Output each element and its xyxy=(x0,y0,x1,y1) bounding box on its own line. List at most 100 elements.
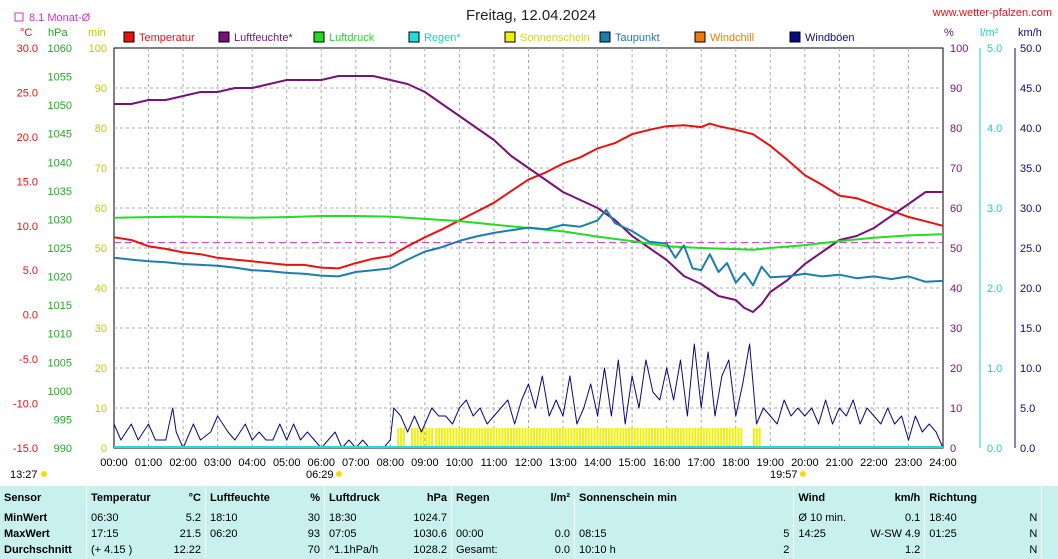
legend-label: Windchill xyxy=(710,32,754,44)
sunshine-bar xyxy=(464,428,466,448)
tick-label: 30 xyxy=(95,323,107,335)
sunshine-bar xyxy=(550,428,553,448)
sunshine-bar xyxy=(717,428,720,448)
stats-cell-w-time: 14:25 xyxy=(793,526,867,542)
unit-temp: °C xyxy=(20,27,32,39)
stats-cell-p-time: 18:30 xyxy=(324,510,403,526)
tick-label: 10.0 xyxy=(17,221,38,233)
temp-axis: 30.0 25.0 20.0 15.0 10.0 5.0 0.0 -5.0 -10.0 -15.0 xyxy=(13,43,38,455)
sunshine-bar xyxy=(668,428,671,448)
sunshine-bar xyxy=(478,428,481,448)
tick-label: -10.0 xyxy=(13,399,38,411)
stats-cell-p-val: 1030.6 xyxy=(413,528,447,540)
tick-label: 50.0 xyxy=(1020,43,1041,55)
sunshine-bar xyxy=(758,428,761,448)
tick-label: 2.0 xyxy=(987,283,1002,295)
tick-label: 40 xyxy=(95,283,107,295)
source-link[interactable]: www.wetter-pfalzen.com xyxy=(932,7,1052,19)
wind-axis: 50.0 45.0 40.0 35.0 30.0 25.0 20.0 15.0 10.0 5.0 0… xyxy=(1020,43,1041,455)
sunshine-bar xyxy=(633,428,636,448)
legend-swatch xyxy=(408,31,420,43)
x-tick-label: 14:00 xyxy=(584,457,612,469)
stats-cell-r-val xyxy=(530,510,575,526)
stats-cell-h-val: 93 xyxy=(307,528,320,540)
weather-chart: Freitag, 12.04.2024 www.wetter-pfalzen.c… xyxy=(10,7,1052,481)
tick-label: 10.0 xyxy=(1020,363,1041,375)
sunshine-bar xyxy=(538,428,541,448)
legend-swatch xyxy=(313,31,325,43)
unit-min: min xyxy=(88,27,106,39)
stats-cell-d-val: N xyxy=(1029,528,1038,540)
tick-label: 1025 xyxy=(48,243,72,255)
sunshine-bar xyxy=(596,428,599,448)
chart-title: Freitag, 12.04.2024 xyxy=(466,7,596,24)
stats-cell-label: MinWert xyxy=(4,512,48,524)
unit-pressure: hPa xyxy=(48,27,68,39)
stats-cell-h-val: 70 xyxy=(307,544,320,556)
stats-cell-h-time: 18:10 xyxy=(205,510,294,526)
header-pres-unit: hPa xyxy=(426,492,447,504)
tick-label: 5.0 xyxy=(23,265,38,277)
sunshine-bar xyxy=(487,428,489,448)
sunshine-bar xyxy=(466,428,469,448)
sunshine-bar xyxy=(461,428,464,448)
sunshine-bar xyxy=(544,428,547,448)
stats-cell-label: Durchschnitt xyxy=(4,544,72,556)
sunshine-bar xyxy=(413,428,416,448)
x-tick-label: 19:00 xyxy=(757,457,785,469)
tick-label: 1020 xyxy=(48,272,72,284)
stats-cell-t-val: 5.2 xyxy=(185,512,201,524)
x-tick-label: 21:00 xyxy=(826,457,854,469)
sunshine-bar xyxy=(458,428,461,448)
pressure-axis: 1060 1055 1050 1045 1040 1035 1030 1025 1020 1015… xyxy=(48,43,72,455)
x-tick-label: 23:00 xyxy=(895,457,923,469)
legend-swatch xyxy=(694,31,706,43)
sunshine-bar xyxy=(397,428,400,448)
tick-label: 5.0 xyxy=(987,43,1002,55)
sunshine-bar xyxy=(619,428,622,448)
sunshine-bar xyxy=(435,428,438,448)
header-temp-unit: °C xyxy=(188,492,201,504)
sunshine-bar xyxy=(582,428,584,448)
sunshine-bar xyxy=(530,428,533,448)
x-tick-label: 06:00 xyxy=(307,457,335,469)
sunshine-bars xyxy=(397,428,761,448)
sunshine-bar xyxy=(507,428,510,448)
stats-cell-r-time: Gesamt: xyxy=(451,542,530,558)
sunshine-bar xyxy=(599,428,602,448)
tick-label: 0 xyxy=(101,443,107,455)
tick-label: 90 xyxy=(950,83,962,95)
x-tick-label: 04:00 xyxy=(238,457,266,469)
tick-label: 1050 xyxy=(48,100,72,112)
sunshine-bar xyxy=(593,428,596,448)
daylight-length: 13:27 xyxy=(10,469,38,481)
series-line xyxy=(113,208,944,287)
tick-label: 0.0 xyxy=(987,443,1002,455)
sunshine-bar xyxy=(685,428,688,448)
monthly-avg-legend: 8.1 Monat-Ø xyxy=(14,12,91,24)
sunshine-bar xyxy=(605,428,607,448)
x-tick-label: 24:00 xyxy=(929,457,957,469)
sunshine-bar xyxy=(708,428,711,448)
stats-row: MinWert 06:30 5.2 18:10 30 18:30 1024.7 Ø 10 mi… xyxy=(0,510,1058,526)
tick-label: 60 xyxy=(95,203,107,215)
tick-label: 50 xyxy=(950,243,962,255)
sunshine-bar xyxy=(559,428,561,448)
header-wind: Wind xyxy=(793,486,867,510)
stats-cell-w-val: W-SW 4.9 xyxy=(870,528,921,540)
sunshine-bar xyxy=(590,428,593,448)
tick-label: 90 xyxy=(95,83,107,95)
sunshine-bar xyxy=(510,428,512,448)
tick-label: 60 xyxy=(950,203,962,215)
sunset-icon xyxy=(800,471,806,477)
header-direction-spacer xyxy=(1013,486,1042,510)
sunshine-bar xyxy=(648,428,651,448)
tick-label: 30 xyxy=(950,323,962,335)
sunshine-bar xyxy=(665,428,668,448)
tick-label: 70 xyxy=(95,163,107,175)
sunshine-bar xyxy=(662,428,665,448)
sunshine-bar xyxy=(659,428,662,448)
tick-label: 80 xyxy=(95,123,107,135)
